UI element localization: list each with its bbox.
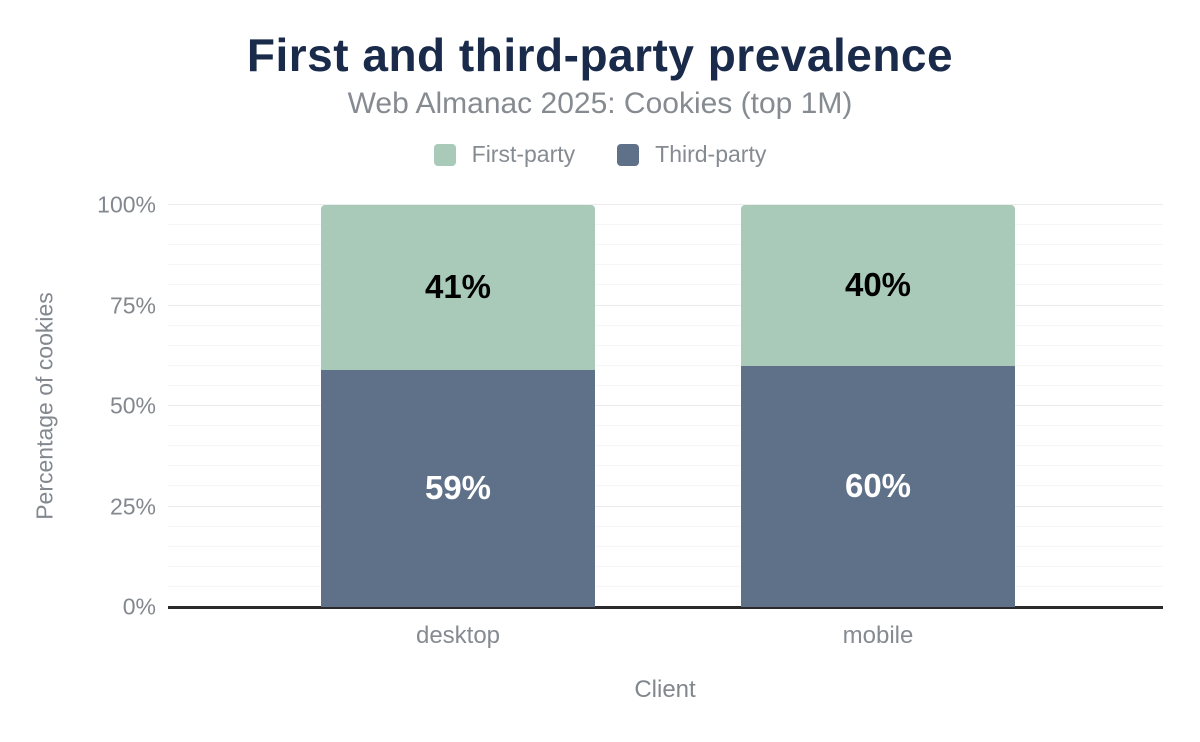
legend-swatch-icon — [617, 143, 640, 166]
gridline-major — [168, 505, 1163, 507]
gridline-major — [168, 204, 1163, 205]
gridline-minor — [168, 324, 1163, 326]
gridline-minor — [168, 364, 1163, 366]
gridline-minor — [168, 525, 1163, 527]
y-tick-label: 75% — [109, 292, 156, 318]
x-axis-title: Client — [634, 676, 696, 703]
gridline-minor — [168, 565, 1163, 567]
legend-label: First-party — [471, 141, 576, 167]
bar-segment-mobile-first-party[interactable] — [741, 205, 1015, 366]
plot-area: 0% 25% 50% 75% 100% 59%41% desktop 60%40% mobile — [97, 192, 1163, 649]
gridline-minor — [168, 465, 1163, 467]
y-tick-label: 0% — [122, 593, 156, 620]
y-tick-label: 50% — [109, 392, 156, 419]
legend-swatch-icon — [433, 143, 456, 166]
y-tick-label: 25% — [109, 493, 156, 519]
gridline-major — [168, 304, 1163, 306]
x-axis-line — [168, 606, 1163, 609]
gridline-minor — [168, 384, 1163, 386]
legend-item-first-party: First-party — [433, 141, 576, 168]
gridline-minor — [168, 545, 1163, 547]
legend-item-third-party: Third-party — [617, 141, 766, 168]
gridline-minor — [168, 425, 1163, 427]
bar-segment-mobile-third-party[interactable] — [741, 365, 1015, 607]
y-axis-title: Percentage of cookies — [31, 292, 58, 520]
gridline-major — [168, 405, 1163, 406]
bar-desktop: 59%41% — [321, 205, 595, 607]
gridline-minor — [168, 244, 1163, 246]
gridline-minor — [168, 284, 1163, 286]
gridline-minor — [168, 585, 1163, 587]
y-tick-label: 100% — [97, 191, 156, 218]
x-tick-label-mobile: mobile — [842, 622, 914, 649]
chart-subtitle: Web Almanac 2025: Cookies (top 1M) — [347, 87, 853, 120]
bar-segment-desktop-third-party[interactable] — [321, 369, 595, 607]
gridline-minor — [168, 224, 1163, 226]
x-tick-label-desktop: desktop — [415, 622, 501, 649]
chart-title: First and third-party prevalence — [246, 29, 954, 81]
legend: First-party Third-party — [0, 141, 1200, 168]
gridline-minor — [168, 264, 1163, 266]
legend-label: Third-party — [655, 141, 767, 167]
gridline-minor — [168, 485, 1163, 487]
gridline-minor — [168, 445, 1163, 447]
gridline-minor — [168, 344, 1163, 346]
bar-segment-desktop-first-party[interactable] — [321, 205, 595, 370]
bar-mobile: 60%40% — [741, 205, 1015, 607]
